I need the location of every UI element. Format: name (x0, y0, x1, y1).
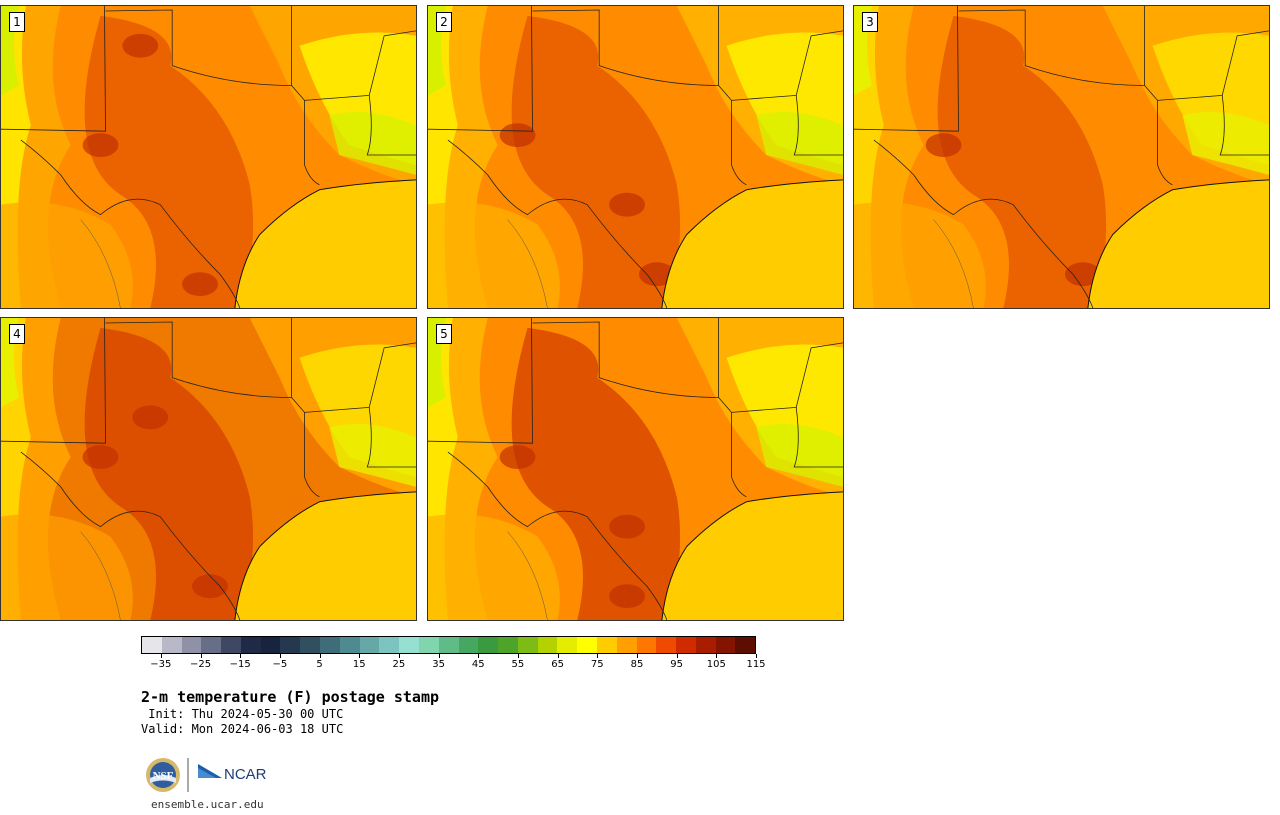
colorbar-tick (676, 654, 678, 658)
colorbar-swatch (142, 637, 162, 653)
colorbar-tick (716, 654, 718, 658)
member-label: 4 (9, 324, 25, 344)
colorbar-tick-label: 65 (551, 659, 564, 670)
colorbar-tick (597, 654, 599, 658)
colorbar-tick-label: 45 (471, 659, 485, 670)
colorbar-tick (478, 654, 480, 658)
colorbar-tick-label: 55 (511, 659, 525, 670)
colorbar-tick (279, 654, 281, 658)
colorbar-tick-label: 95 (670, 659, 684, 670)
colorbar-tick (517, 654, 519, 658)
colorbar-tick-label: 15 (352, 659, 366, 670)
member-4-map: 4 (0, 317, 417, 621)
site-url: ensemble.ucar.edu (151, 798, 264, 811)
logos: NSF NCAR (144, 756, 274, 794)
colorbar-tick (756, 654, 757, 658)
temperature-field (428, 318, 843, 620)
colorbar-tick (359, 654, 361, 658)
member-2-map: 2 (427, 5, 844, 309)
colorbar-tick-label: 105 (706, 659, 726, 670)
colorbar-tick-label: 115 (746, 659, 766, 670)
colorbar-tick (636, 654, 638, 658)
nsf-logo-text: NSF (153, 770, 174, 782)
colorbar-swatch (458, 637, 479, 653)
colorbar-tick (398, 654, 400, 658)
temperature-field (1, 6, 416, 308)
colorbar-swatch (596, 637, 617, 653)
colorbar-swatch (636, 637, 657, 653)
member-5-map: 5 (427, 317, 844, 621)
colorbar-swatch (300, 637, 321, 653)
colorbar-tick (240, 654, 242, 658)
temperature-colorbar (141, 636, 756, 654)
colorbar-swatch (517, 637, 538, 653)
colorbar-tick-label: 5 (316, 659, 323, 670)
colorbar-swatch (478, 637, 499, 653)
colorbar-swatch (339, 637, 360, 653)
colorbar-swatch (181, 637, 202, 653)
colorbar-swatch (676, 637, 696, 653)
colorbar-swatch (359, 637, 380, 653)
colorbar-swatch (379, 637, 400, 653)
colorbar-swatch (715, 637, 736, 653)
colorbar-swatch (438, 637, 459, 653)
colorbar-swatch (260, 637, 281, 653)
colorbar-tick (438, 654, 440, 658)
colorbar-tick (557, 654, 559, 658)
colorbar-swatch (418, 637, 439, 653)
colorbar-swatch (280, 637, 301, 653)
colorbar-swatch (201, 637, 222, 653)
member-label: 5 (436, 324, 452, 344)
colorbar-swatch (656, 637, 677, 653)
member-label: 3 (862, 12, 878, 32)
colorbar-tick-label: −35 (150, 659, 172, 670)
colorbar-swatch (695, 637, 716, 653)
init-time: Init: Thu 2024-05-30 00 UTC (141, 707, 344, 721)
colorbar-swatch (735, 637, 756, 653)
member-3-map: 3 (853, 5, 1270, 309)
colorbar-swatch (240, 637, 261, 653)
colorbar-tick-label: 75 (590, 659, 604, 670)
temperature-field (1, 318, 416, 620)
nsf-logo-icon: NSF (146, 758, 180, 792)
colorbar-swatch (498, 637, 518, 653)
colorbar-swatch (557, 637, 578, 653)
colorbar-tick (160, 654, 162, 658)
colorbar-tick-label: 35 (432, 659, 445, 670)
colorbar-tick-label: 25 (392, 659, 406, 670)
colorbar-tick-label: −5 (272, 659, 288, 670)
colorbar-swatch (161, 637, 182, 653)
temperature-field (428, 6, 843, 308)
colorbar-swatch (616, 637, 637, 653)
member-1-map: 1 (0, 5, 417, 309)
valid-time: Valid: Mon 2024-06-03 18 UTC (141, 722, 344, 736)
ncar-logo-icon: NCAR (198, 764, 267, 783)
colorbar-tick (200, 654, 202, 658)
colorbar-swatch (537, 637, 558, 653)
colorbar-swatch (399, 637, 419, 653)
temperature-field (854, 6, 1269, 308)
colorbar-ticks: −35 −25 −15 −5 5 15 25 35 45 55 65 75 85 95 105 115 (141, 654, 766, 674)
colorbar-tick-label: −15 (229, 659, 251, 670)
colorbar-tick (319, 654, 321, 658)
colorbar-tick-label: −25 (189, 659, 212, 670)
colorbar-swatch (577, 637, 597, 653)
member-label: 1 (9, 12, 25, 32)
member-label: 2 (436, 12, 452, 32)
product-title: 2-m temperature (F) postage stamp (141, 688, 440, 706)
colorbar-swatch (320, 637, 340, 653)
colorbar-tick-label: 85 (630, 659, 644, 670)
colorbar-swatch (221, 637, 241, 653)
ncar-logo-text: NCAR (224, 766, 267, 783)
